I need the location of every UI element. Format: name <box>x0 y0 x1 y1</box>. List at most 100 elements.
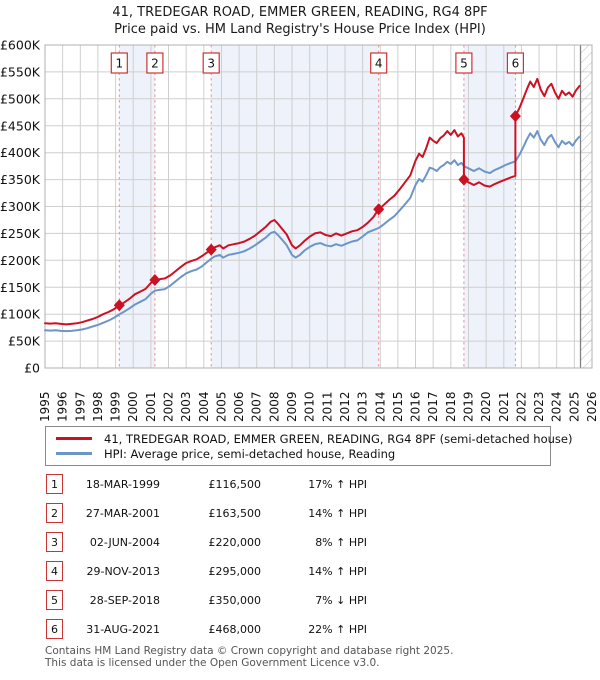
y-axis-tick-label: £200K <box>0 253 41 268</box>
x-axis-tick-label: 2005 <box>215 391 229 422</box>
y-axis-tick-label: £400K <box>0 145 41 160</box>
x-axis-tick-label: 2004 <box>197 391 211 422</box>
transaction-price: £116,500 <box>208 477 262 491</box>
transaction-row: 2 27-MAR-2001 £163,500 14% ↑ HPI <box>46 503 367 523</box>
transaction-row: 1 18-MAR-1999 £116,500 17% ↑ HPI <box>46 474 367 494</box>
title-line2: Price paid vs. HM Land Registry's House … <box>114 22 486 37</box>
sale-marker-diamond <box>458 173 470 186</box>
sale-marker-diamond <box>113 299 125 312</box>
x-axis-tick-label: 2001 <box>144 391 158 422</box>
x-axis-tick-label: 2024 <box>550 391 564 422</box>
sale-number-box <box>370 52 388 74</box>
transaction-hpi-delta: 8% ↑ HPI <box>315 535 367 549</box>
transaction-price: £220,000 <box>208 535 262 549</box>
transaction-number-box: 1 <box>46 474 63 494</box>
x-axis-tick-label: 2002 <box>162 391 176 422</box>
legend-line-swatch <box>56 437 92 440</box>
sale-number-label: 6 <box>512 57 520 71</box>
transaction-date: 02-JUN-2004 <box>89 535 160 549</box>
y-axis-tick-label: £0 <box>24 361 40 376</box>
x-axis-tick-label: 2003 <box>179 391 193 422</box>
sale-marker-diamond <box>373 203 385 216</box>
sale-number-label: 2 <box>151 57 159 71</box>
x-axis-tick-label: 2020 <box>479 391 493 422</box>
transaction-row: 5 28-SEP-2018 £350,000 7% ↓ HPI <box>46 590 367 610</box>
x-axis-tick-label: 1999 <box>109 391 123 422</box>
y-axis-tick-label: £550K <box>0 64 41 79</box>
transaction-price: £468,000 <box>208 622 262 636</box>
transaction-hpi-delta: 22% ↑ HPI <box>308 622 367 636</box>
transaction-hpi-delta: 7% ↓ HPI <box>315 593 367 607</box>
transaction-date: 31-AUG-2021 <box>86 622 160 636</box>
y-axis-tick-label: £50K <box>8 334 41 349</box>
x-axis-tick-label: 2019 <box>462 391 476 422</box>
transaction-price: £163,500 <box>208 506 262 520</box>
transaction-number-box: 5 <box>46 590 63 610</box>
x-axis-tick-label: 1996 <box>56 391 70 422</box>
x-axis-tick-label: 2026 <box>585 391 599 422</box>
x-axis-tick-label: 2013 <box>356 391 370 422</box>
legend-label: 41, TREDEGAR ROAD, EMMER GREEN, READING,… <box>104 431 573 446</box>
sale-number-box <box>506 52 524 74</box>
transaction-date: 29-NOV-2013 <box>86 564 160 578</box>
y-axis-tick-label: £100K <box>0 307 41 322</box>
price-paid-line <box>44 77 581 326</box>
legend-item: HPI: Average price, semi-detached house,… <box>56 446 544 461</box>
plot-border <box>44 44 593 369</box>
title-line1: 41, TREDEGAR ROAD, EMMER GREEN, READING,… <box>112 5 488 20</box>
transaction-number-box: 6 <box>46 619 63 639</box>
y-axis-tick-label: £150K <box>0 280 41 295</box>
legend-item: 41, TREDEGAR ROAD, EMMER GREEN, READING,… <box>56 431 572 446</box>
transaction-row: 3 02-JUN-2004 £220,000 8% ↑ HPI <box>46 532 367 552</box>
future-hatch-area <box>580 45 592 368</box>
transactions-table: 1 18-MAR-1999 £116,500 17% ↑ HPI 2 27-MAR-200… <box>46 474 367 648</box>
x-axis-tick-label: 2000 <box>126 391 140 422</box>
y-axis-tick-label: £450K <box>0 118 41 133</box>
x-axis-tick-label: 2010 <box>303 391 317 422</box>
y-axis-tick-label: £500K <box>0 91 41 106</box>
x-axis-tick-label: 2015 <box>391 391 405 422</box>
transaction-number-box: 4 <box>46 561 63 581</box>
x-axis-tick-label: 2016 <box>409 391 423 422</box>
x-axis-tick-label: 2022 <box>514 391 528 422</box>
x-axis-tick-label: 1997 <box>73 391 87 422</box>
legend-line-swatch <box>56 452 92 455</box>
x-axis-tick-label: 2006 <box>232 391 246 422</box>
sale-number-box <box>202 52 220 74</box>
sale-marker-diamond <box>149 274 161 286</box>
y-axis-tick-label: £600K <box>0 38 41 53</box>
transaction-row: 4 29-NOV-2013 £295,000 14% ↑ HPI <box>46 561 367 581</box>
page-title: 41, TREDEGAR ROAD, EMMER GREEN, READING,… <box>0 4 600 38</box>
x-axis-tick-label: 2017 <box>426 391 440 422</box>
x-axis-tick-label: 2007 <box>250 391 264 422</box>
x-axis-tick-label: 1998 <box>91 391 105 422</box>
footer-line1: Contains HM Land Registry data © Crown c… <box>45 645 454 657</box>
y-axis-tick-label: £250K <box>0 226 41 241</box>
transaction-hpi-delta: 17% ↑ HPI <box>308 477 367 491</box>
x-axis-tick-label: 2012 <box>338 391 352 422</box>
transaction-date: 27-MAR-2001 <box>85 506 160 520</box>
transaction-hpi-delta: 14% ↑ HPI <box>308 564 367 578</box>
sale-marker-diamond <box>205 243 217 256</box>
x-axis-tick-label: 2009 <box>285 391 299 422</box>
x-axis-tick-label: 1995 <box>38 391 52 422</box>
x-axis-tick-label: 2025 <box>567 391 581 422</box>
sale-number-label: 4 <box>375 57 383 71</box>
legend-label: HPI: Average price, semi-detached house,… <box>104 446 396 461</box>
sale-number-box <box>146 52 164 74</box>
transaction-price: £295,000 <box>208 564 262 578</box>
sale-marker-diamond <box>509 110 521 123</box>
sale-number-box <box>110 52 128 74</box>
chart-legend: 41, TREDEGAR ROAD, EMMER GREEN, READING,… <box>45 426 572 466</box>
transaction-date: 28-SEP-2018 <box>89 593 160 607</box>
footer-line2: This data is licensed under the Open Gov… <box>45 657 380 669</box>
transaction-date: 18-MAR-1999 <box>85 477 160 491</box>
x-axis-tick-label: 2023 <box>532 391 546 422</box>
license-footer: Contains HM Land Registry data © Crown c… <box>45 645 453 669</box>
y-axis-tick-label: £300K <box>0 199 41 214</box>
price-chart: 1 2 3 4 5 6 £600K £550K £500K £450K £400K £350K £300… <box>0 38 599 423</box>
transaction-hpi-delta: 14% ↑ HPI <box>308 506 367 520</box>
x-axis-tick-label: 2011 <box>320 391 334 422</box>
transaction-row: 6 31-AUG-2021 £468,000 22% ↑ HPI <box>46 619 367 639</box>
x-axis-tick-label: 2014 <box>373 391 387 422</box>
